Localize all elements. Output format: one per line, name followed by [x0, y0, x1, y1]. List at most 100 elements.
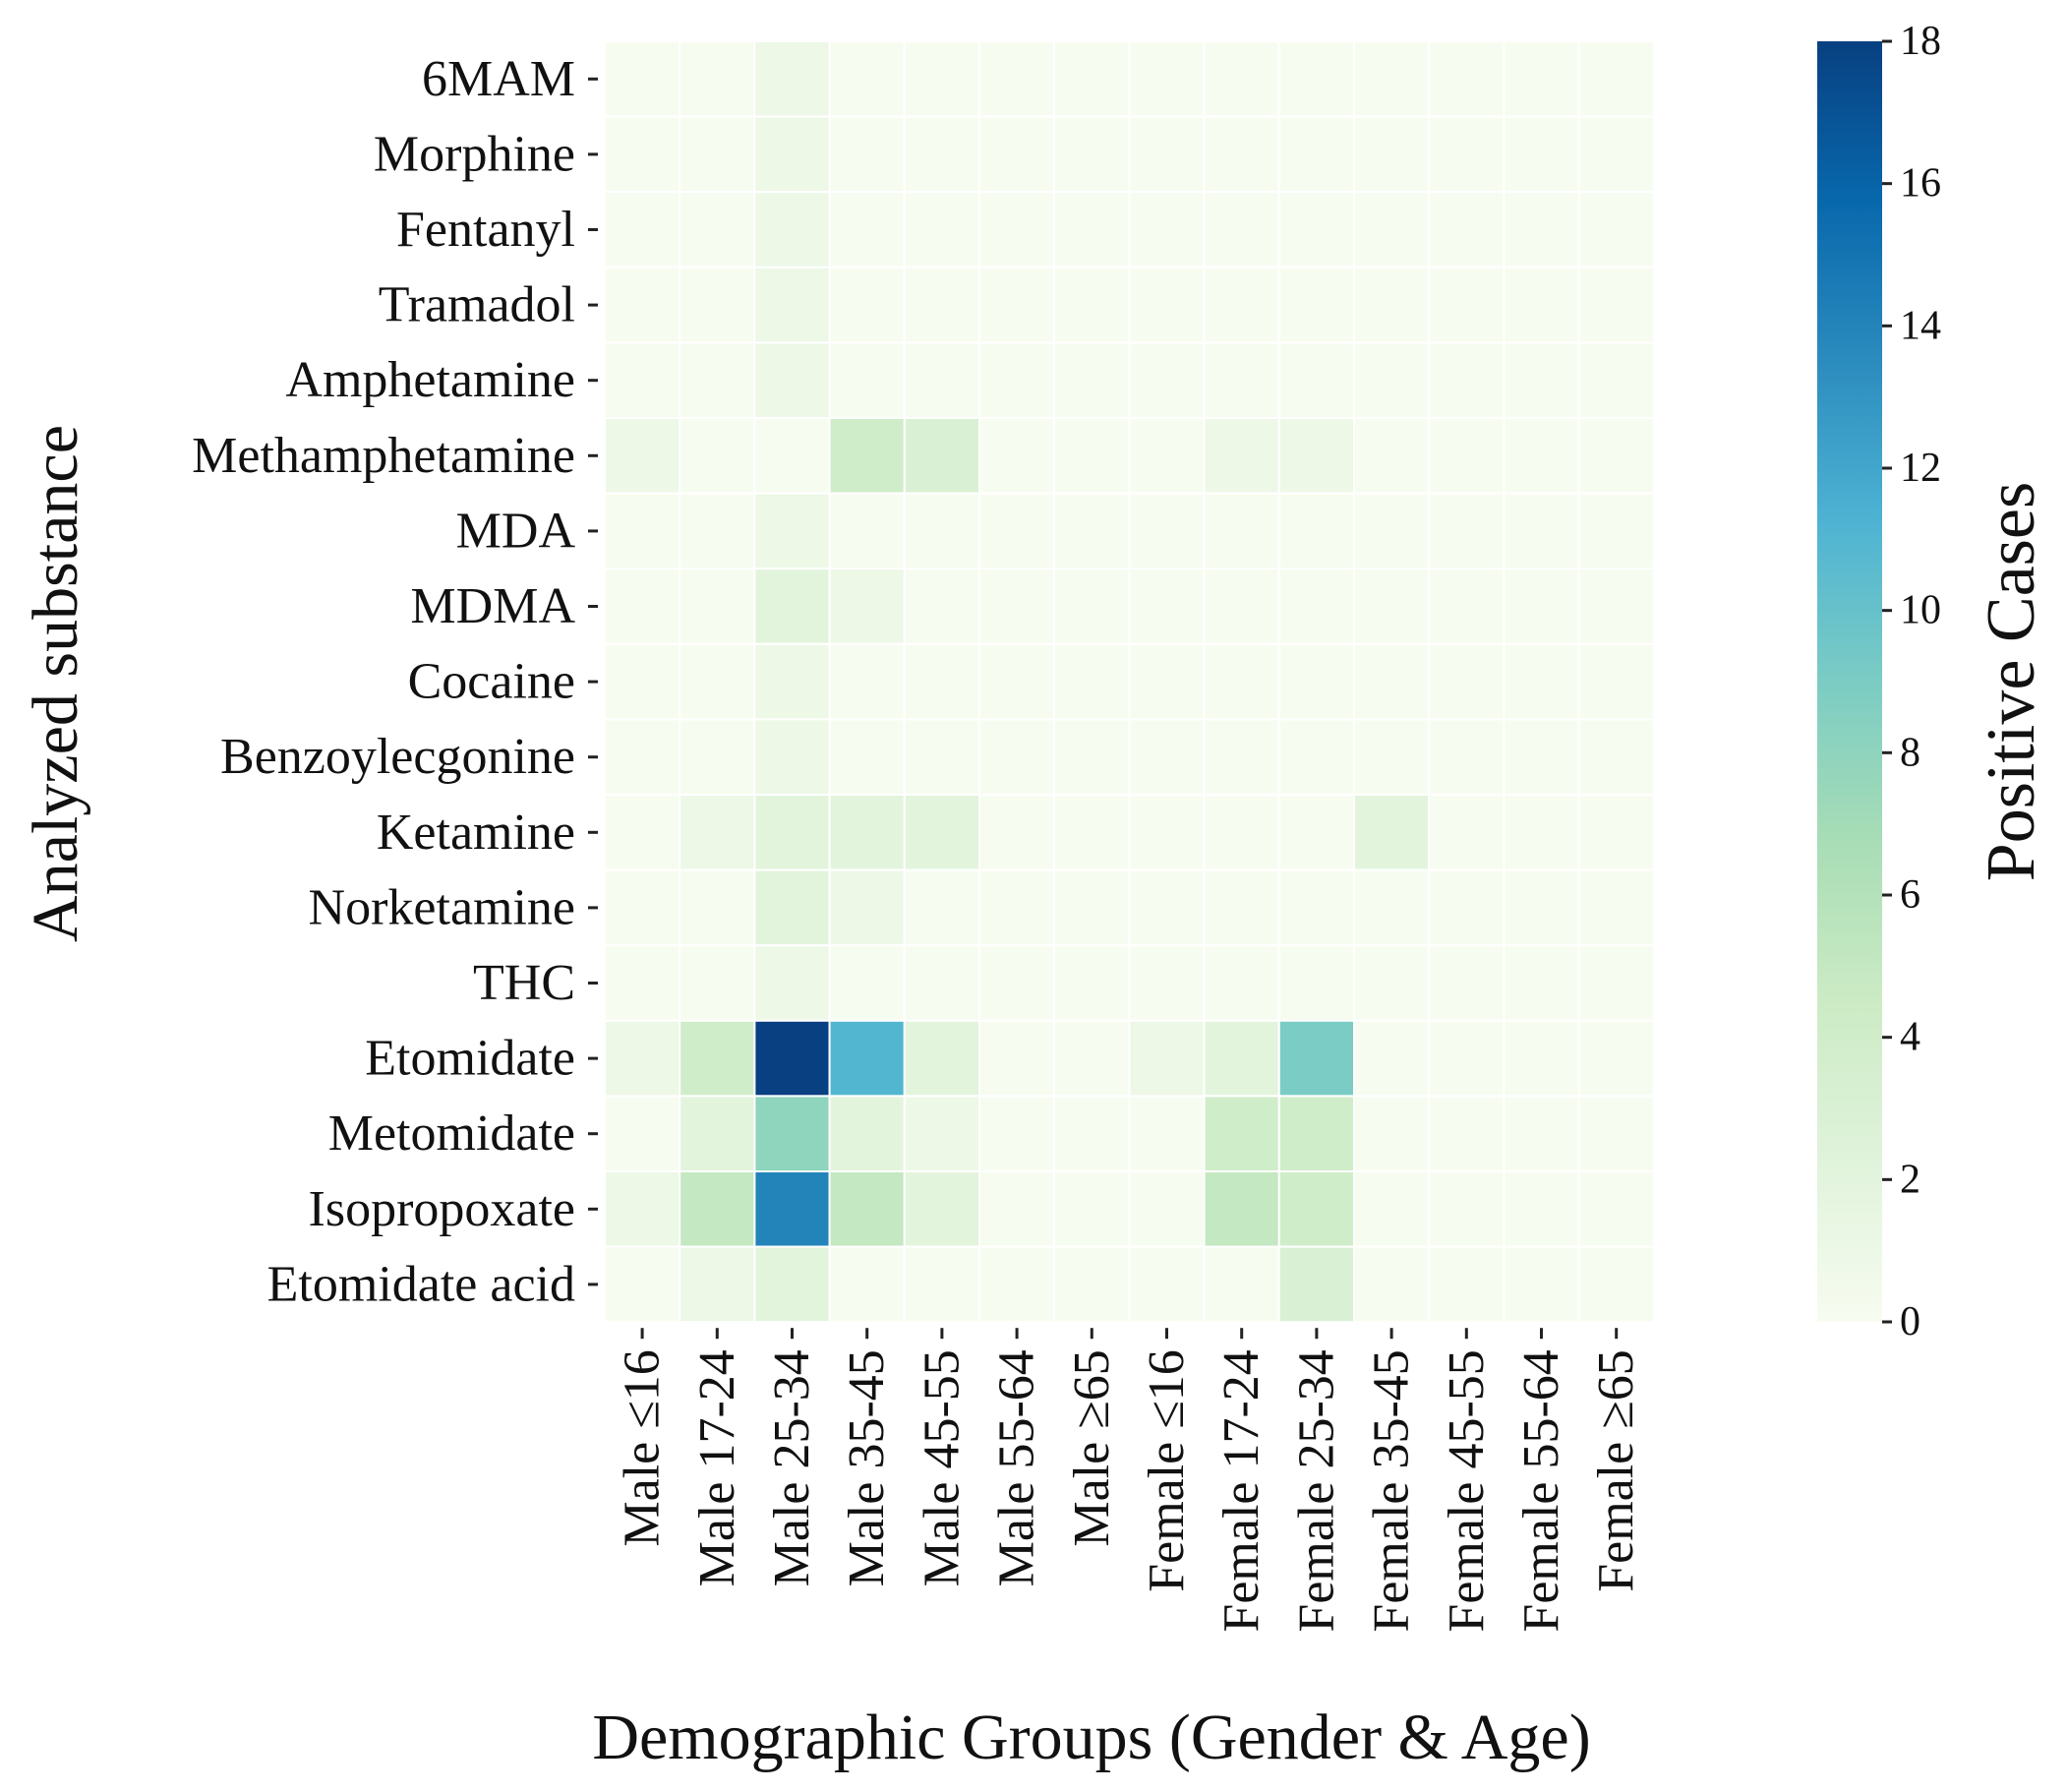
heatmap-cell [1353, 115, 1431, 194]
heatmap-cell [1577, 642, 1655, 721]
heatmap-cell [1503, 718, 1580, 797]
heatmap-cell [1128, 794, 1206, 871]
heatmap-cell [1203, 492, 1280, 570]
heatmap-cell [604, 417, 681, 495]
heatmap-cell [903, 794, 980, 871]
y-axis-title: Analyzed substance [20, 425, 91, 942]
heatmap-cell [828, 718, 906, 797]
heatmap-cell [978, 266, 1056, 344]
colorbar-title: Positive Cases [1974, 482, 2049, 881]
heatmap-cell [828, 642, 906, 721]
heatmap-cell [1053, 944, 1131, 1022]
heatmap-cell [753, 115, 831, 194]
row-label: Amphetamine [285, 352, 575, 408]
heatmap-cell [1128, 1019, 1206, 1098]
colorbar-tick-label: 8 [1900, 730, 1920, 775]
heatmap-cell [1053, 567, 1131, 645]
heatmap-cell [1128, 341, 1206, 419]
heatmap-cell [1053, 191, 1131, 269]
heatmap-cell [1503, 266, 1580, 344]
heatmap-cell [978, 1170, 1056, 1248]
row-label: Cocaine [408, 654, 575, 710]
heatmap-cell [1503, 642, 1580, 721]
heatmap-cell [1277, 868, 1356, 947]
row-tick-labels: 6MAM Morphine Fentanyl Tramadol Amphetamine M… [192, 51, 598, 1312]
row-label: Morphine [374, 126, 575, 182]
heatmap-cell [1428, 1019, 1506, 1098]
heatmap-cell [1203, 341, 1280, 419]
heatmap-cell [1353, 1019, 1431, 1098]
heatmap-cell [1277, 341, 1356, 419]
row-label: THC [473, 955, 575, 1011]
heatmap-cell [1053, 1170, 1131, 1248]
heatmap-cell [1277, 794, 1356, 871]
heatmap-cell [1128, 567, 1206, 645]
heatmap-cell [978, 341, 1056, 419]
row-label: Fentanyl [396, 202, 575, 258]
heatmap-cell [1203, 417, 1280, 495]
heatmap-cell [604, 1095, 681, 1173]
row-label: 6MAM [422, 51, 575, 107]
heatmap-cell [1503, 492, 1580, 570]
heatmap-cell [753, 266, 831, 344]
colorbar-tick-label: 6 [1900, 872, 1920, 918]
heatmap-cell [903, 417, 980, 495]
heatmap-cell [1128, 868, 1206, 947]
heatmap-cell [1503, 1019, 1580, 1098]
heatmap-cell [1203, 115, 1280, 194]
column-label: Male 55-64 [989, 1349, 1045, 1586]
heatmap-cell [903, 341, 980, 419]
heatmap-cell [1277, 417, 1356, 495]
heatmap-cell [1277, 1019, 1356, 1098]
heatmap-cell [1577, 944, 1655, 1022]
heatmap-cell [1503, 1095, 1580, 1173]
heatmap-cell [1503, 1170, 1580, 1248]
heatmap-cell [1053, 1095, 1131, 1173]
row-label: Methamphetamine [192, 428, 575, 484]
colorbar-gradient [1817, 41, 1882, 1322]
heatmap-cell [1503, 567, 1580, 645]
colorbar-tick-label: 4 [1900, 1015, 1920, 1060]
heatmap-cell [1128, 1245, 1206, 1324]
heatmap-cell [1503, 794, 1580, 871]
heatmap-cell [1503, 341, 1580, 419]
heatmap-cell [1577, 567, 1655, 645]
heatmap-cell [679, 266, 756, 344]
heatmap-cell [1277, 1245, 1356, 1324]
heatmap-cell [1503, 944, 1580, 1022]
heatmap-cell [753, 191, 831, 269]
heatmap-cell [903, 1245, 980, 1324]
heatmap-cell [903, 1019, 980, 1098]
colorbar-tick-label: 0 [1900, 1299, 1920, 1344]
heatmap-cell [1277, 115, 1356, 194]
heatmap-cell [903, 868, 980, 947]
heatmap-cell [1128, 1095, 1206, 1173]
column-label: Male 17-24 [689, 1349, 745, 1586]
heatmap-cell [679, 191, 756, 269]
heatmap-cell [978, 40, 1056, 118]
row-label: Isopropoxate [309, 1181, 575, 1237]
colorbar-ticks: 0 2 4 6 8 10 12 14 16 18 [1882, 19, 1941, 1344]
heatmap-cell [1128, 492, 1206, 570]
heatmap-cell [978, 1245, 1056, 1324]
heatmap-cell [753, 718, 831, 797]
heatmap-cell [1577, 341, 1655, 419]
heatmap-cell [828, 794, 906, 871]
heatmap-cell [1128, 1170, 1206, 1248]
heatmap-cell [1353, 1170, 1431, 1248]
heatmap-cell [1503, 40, 1580, 118]
heatmap-cell [978, 944, 1056, 1022]
column-label: Male ≤16 [615, 1349, 671, 1546]
heatmap-cell [753, 1019, 831, 1098]
heatmap-cell [1203, 794, 1280, 871]
heatmap-cell [604, 40, 681, 118]
heatmap-cell [1428, 1245, 1506, 1324]
heatmap-cell [1128, 266, 1206, 344]
column-label: Female ≥65 [1588, 1349, 1644, 1592]
heatmap-cell [604, 1019, 681, 1098]
heatmap-cell [1203, 191, 1280, 269]
heatmap-cell [1053, 794, 1131, 871]
heatmap-cell [1428, 794, 1506, 871]
heatmap-cell [604, 492, 681, 570]
heatmap-cell [1577, 40, 1655, 118]
